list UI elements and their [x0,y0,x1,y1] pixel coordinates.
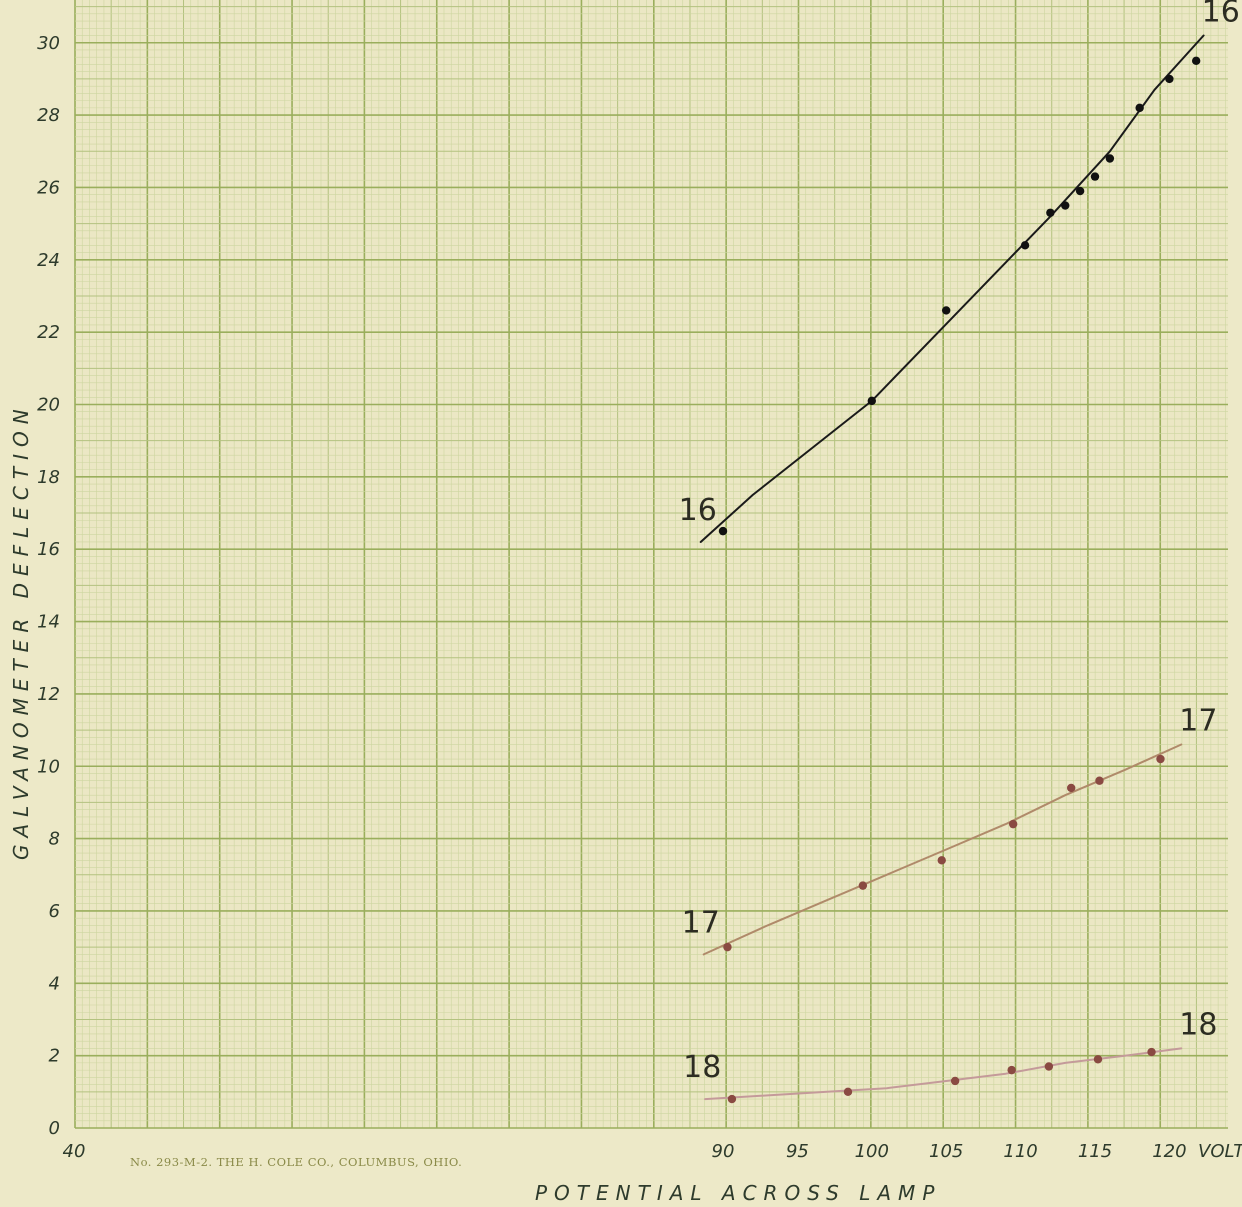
data-point [942,306,951,315]
y-tick-label: 14 [37,612,60,633]
series-line [699,34,1205,543]
data-point [1147,1047,1156,1057]
x-axis-unit-label: VOLT [1198,1141,1242,1162]
x-tick-label: 90 [712,1141,735,1162]
series-label: 16 [679,493,717,528]
y-tick-label: 16 [37,539,60,560]
x-tick-label: 95 [786,1141,809,1162]
y-tick-label: 6 [49,901,60,922]
data-point [858,881,868,890]
data-point [727,1094,737,1104]
x-tick-label: 100 [855,1141,889,1162]
graph-paper-grid [74,0,1228,1129]
series-line [704,1047,1183,1101]
data-point [950,1076,960,1086]
y-tick-label: 26 [37,177,60,198]
y-tick-label: 24 [37,250,60,271]
data-point [1008,819,1018,829]
data-point [1191,56,1201,66]
x-tick-label: 120 [1152,1141,1186,1162]
x-tick-label: 40 [63,1141,86,1162]
data-point [1020,241,1030,250]
data-point [1090,172,1100,181]
data-point [1105,154,1115,163]
x-axis-title: POTENTIAL ACROSS LAMP [535,1181,941,1202]
data-point [867,396,876,406]
series-line [702,743,1183,956]
y-axis-title: GALVANOMETER DEFLECTION [9,402,33,860]
data-point [1156,754,1165,764]
y-tick-label: 28 [37,105,60,126]
x-tick-label: 115 [1078,1141,1112,1162]
data-point [1061,201,1070,210]
data-point [1007,1065,1016,1075]
data-point [1046,208,1055,217]
data-point [1044,1062,1054,1071]
y-tick-label: 18 [37,467,60,488]
data-point [1095,776,1104,785]
data-point [937,856,946,865]
data-point [1075,186,1085,196]
paper-imprint: No. 293-M-2. THE H. COLE CO., COLUMBUS, … [130,1155,462,1169]
series-label: 17 [1179,704,1217,739]
series-label: 18 [683,1050,721,1085]
y-tick-label: 8 [49,829,60,850]
y-tick-label: 12 [37,684,60,705]
data-point [723,942,732,952]
data-point [843,1087,853,1097]
series-label: 18 [1179,1007,1217,1042]
data-point [1093,1055,1103,1064]
y-tick-label: 30 [37,33,60,54]
data-point [1135,103,1144,113]
data-point [1066,783,1076,793]
x-tick-label: 110 [1003,1141,1037,1162]
data-point [1165,74,1174,84]
y-tick-label: 0 [49,1118,60,1139]
y-tick-label: 2 [49,1046,60,1067]
series-label: 16 [1202,0,1240,30]
y-tick-label: 22 [37,322,60,343]
y-tick-label: 20 [37,395,60,416]
series-label: 17 [682,905,720,940]
y-tick-label: 4 [49,973,60,994]
y-tick-label: 10 [37,756,60,777]
x-tick-label: 105 [929,1141,963,1162]
data-point [718,526,728,536]
